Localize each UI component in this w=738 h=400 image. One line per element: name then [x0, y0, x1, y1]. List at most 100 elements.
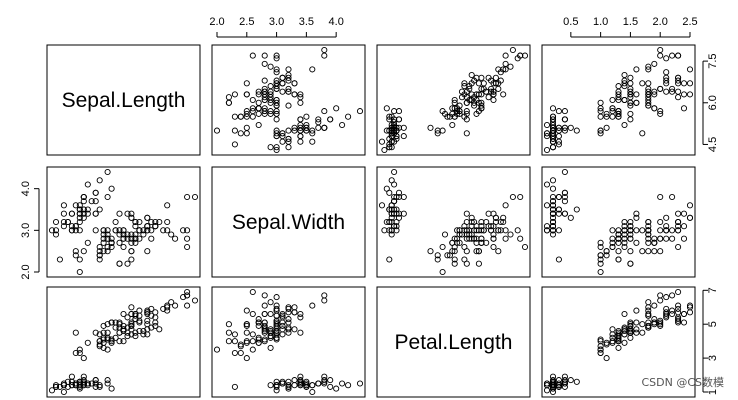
point-sepal-length-vs-sepal-width-38	[273, 144, 280, 151]
point-sepal-length-vs-petal-length-140	[490, 80, 497, 87]
point-petal-length-vs-petal-width-31	[561, 380, 568, 387]
point-sepal-length-vs-petal-length-106	[463, 130, 470, 137]
point-sepal-length-vs-sepal-width-18	[321, 108, 328, 115]
point-sepal-length-vs-sepal-width-140	[279, 80, 286, 87]
point-petal-length-vs-sepal-width-26	[297, 378, 304, 385]
point-sepal-length-vs-petal-width-43	[573, 127, 580, 134]
point-petal-length-vs-sepal-width-47	[285, 382, 292, 389]
point-sepal-length-vs-petal-width-114	[680, 105, 688, 112]
point-sepal-length-vs-sepal-width-122	[261, 52, 268, 59]
point-sepal-width-vs-sepal-length-10	[92, 198, 99, 205]
point-sepal-length-vs-petal-width-131	[657, 46, 664, 54]
point-sepal-length-vs-sepal-width-107	[267, 63, 274, 70]
point-sepal-width-vs-sepal-length-64	[100, 231, 107, 238]
point-sepal-width-vs-petal-length-53	[451, 256, 458, 263]
point-petal-length-vs-sepal-width-34	[279, 380, 286, 387]
point-sepal-length-vs-sepal-width-132	[261, 88, 268, 95]
point-sepal-length-vs-sepal-width-83	[255, 99, 262, 106]
point-sepal-width-vs-sepal-length-121	[100, 235, 107, 242]
point-sepal-width-vs-sepal-length-70	[112, 218, 119, 226]
point-sepal-width-vs-sepal-length-130	[172, 235, 179, 242]
point-sepal-length-vs-petal-width-135	[675, 52, 682, 59]
point-petal-length-vs-sepal-width-67	[255, 336, 262, 343]
point-sepal-length-vs-petal-length-146	[475, 91, 482, 98]
point-petal-length-vs-sepal-length-123	[128, 322, 135, 329]
point-petal-length-vs-sepal-length-60	[76, 346, 83, 353]
point-sepal-width-vs-sepal-length-30	[68, 223, 75, 230]
point-petal-length-vs-petal-width-5	[561, 377, 568, 384]
point-sepal-width-vs-petal-width-86	[627, 223, 634, 230]
point-petal-length-vs-sepal-width-142	[255, 319, 262, 326]
point-sepal-width-vs-petal-width-34	[549, 223, 557, 230]
point-petal-length-vs-sepal-width-35	[285, 385, 292, 392]
point-sepal-width-vs-petal-width-95	[609, 227, 616, 234]
point-sepal-width-vs-sepal-length-49	[76, 214, 83, 221]
point-sepal-length-vs-sepal-width-130	[261, 60, 268, 67]
point-sepal-width-vs-sepal-length-83	[116, 239, 123, 246]
point-sepal-width-vs-sepal-length-43	[76, 206, 83, 213]
point-sepal-width-vs-petal-width-6	[555, 210, 562, 217]
point-petal-length-vs-petal-width-149	[645, 319, 652, 326]
point-petal-length-vs-sepal-width-119	[225, 321, 232, 328]
point-sepal-length-vs-petal-length-81	[444, 113, 451, 120]
point-sepal-width-vs-petal-length-133	[478, 235, 485, 242]
point-petal-length-vs-sepal-length-32	[84, 380, 91, 387]
point-sepal-width-vs-sepal-length-94	[100, 239, 107, 246]
point-sepal-width-vs-petal-width-146	[651, 248, 658, 255]
point-petal-length-vs-sepal-width-141	[279, 319, 286, 326]
point-sepal-length-vs-sepal-width-69	[243, 110, 250, 117]
point-sepal-width-vs-sepal-length-96	[104, 231, 111, 238]
point-sepal-length-vs-petal-width-132	[669, 88, 676, 95]
point-sepal-width-vs-petal-length-22	[378, 202, 386, 209]
point-sepal-length-vs-sepal-width-146	[243, 91, 250, 98]
point-sepal-width-vs-sepal-length-100	[128, 214, 135, 221]
point-sepal-length-vs-sepal-width-141	[279, 74, 286, 81]
point-sepal-length-vs-petal-width-144	[686, 80, 694, 87]
point-sepal-length-vs-sepal-width-23	[291, 124, 298, 131]
point-petal-length-vs-sepal-width-27	[303, 380, 310, 387]
point-sepal-width-vs-petal-length-138	[471, 227, 478, 234]
point-sepal-length-vs-petal-width-136	[680, 91, 688, 98]
point-sepal-width-vs-sepal-length-4	[76, 202, 83, 209]
point-petal-length-vs-sepal-length-43	[76, 378, 83, 385]
point-sepal-width-vs-sepal-length-106	[72, 248, 79, 255]
point-sepal-length-vs-sepal-width-68	[225, 94, 232, 101]
point-sepal-length-vs-sepal-width-57	[237, 130, 244, 137]
point-petal-length-vs-petal-width-134	[621, 310, 628, 318]
point-sepal-width-vs-petal-width-108	[645, 248, 652, 255]
point-sepal-length-vs-sepal-width-131	[321, 46, 328, 54]
point-sepal-length-vs-petal-length-98	[427, 124, 434, 131]
point-sepal-width-vs-sepal-length-25	[76, 227, 83, 234]
point-petal-length-vs-petal-width-44	[561, 373, 568, 380]
point-sepal-width-vs-petal-length-118	[521, 243, 529, 251]
point-sepal-width-vs-sepal-length-123	[128, 239, 135, 246]
point-sepal-width-vs-petal-width-83	[633, 239, 640, 246]
point-sepal-width-vs-sepal-length-134	[120, 243, 127, 251]
point-sepal-length-vs-sepal-width-98	[243, 124, 250, 131]
point-petal-length-vs-petal-width-59	[621, 339, 628, 346]
point-sepal-width-vs-petal-width-85	[633, 210, 640, 217]
point-petal-length-vs-sepal-length-51	[132, 329, 139, 336]
point-sepal-length-vs-petal-length-44	[400, 124, 407, 131]
point-sepal-width-vs-sepal-length-144	[144, 214, 151, 221]
point-petal-length-vs-sepal-width-69	[243, 339, 250, 346]
point-sepal-width-vs-petal-width-107	[645, 231, 652, 238]
variable-label-sepal-length: Sepal.Length	[62, 89, 186, 112]
point-sepal-length-vs-petal-length-147	[480, 85, 487, 92]
point-petal-length-vs-sepal-length-80	[96, 341, 103, 348]
point-sepal-length-vs-petal-length-89	[451, 113, 458, 120]
point-sepal-width-vs-petal-width-110	[657, 218, 664, 226]
point-petal-length-vs-sepal-width-146	[243, 321, 250, 328]
point-sepal-length-vs-petal-width-47	[549, 138, 557, 145]
point-sepal-length-vs-sepal-width-59	[255, 121, 262, 129]
point-sepal-width-vs-sepal-length-93	[76, 256, 83, 263]
point-sepal-length-vs-petal-width-12	[543, 133, 551, 140]
point-sepal-width-vs-petal-length-146	[475, 248, 482, 255]
point-sepal-length-vs-petal-width-58	[615, 83, 622, 90]
point-sepal-length-vs-petal-width-109	[686, 66, 694, 73]
point-sepal-length-vs-petal-length-142	[478, 105, 485, 112]
point-sepal-width-vs-sepal-length-127	[120, 227, 127, 234]
point-sepal-width-vs-sepal-length-129	[164, 227, 171, 234]
point-petal-length-vs-sepal-length-28	[84, 382, 91, 389]
top-tick-label-sepal-width-3: 3.5	[299, 16, 314, 28]
